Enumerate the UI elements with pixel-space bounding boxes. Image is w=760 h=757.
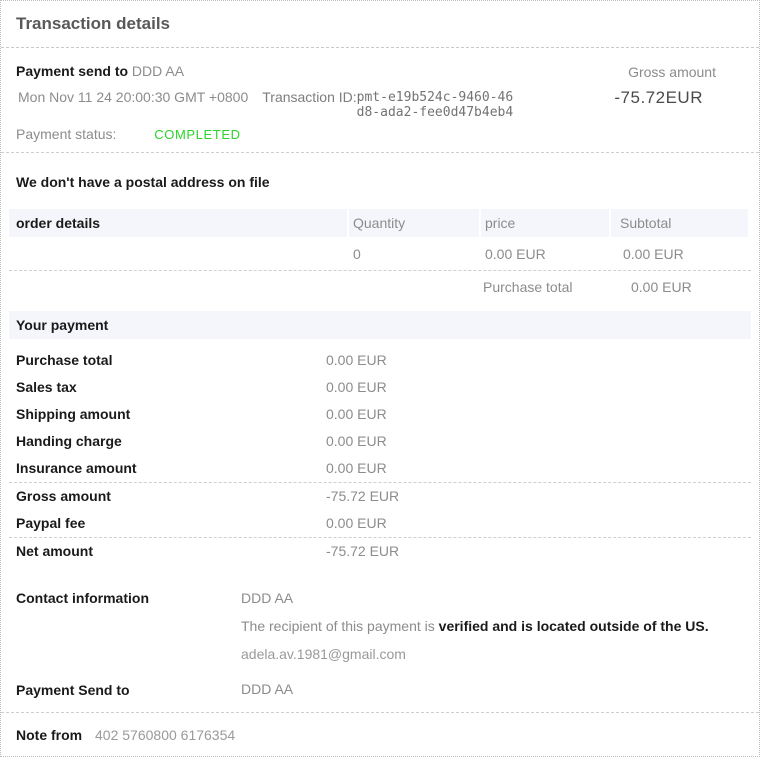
contact-information-details: DDD AA The recipient of this payment is …: [241, 589, 744, 664]
row-value: 0.00 EUR: [326, 379, 387, 395]
order-subtotal-cell: 0.00 EUR: [623, 246, 684, 262]
transaction-id-label: Transaction ID:: [262, 89, 357, 105]
order-table-header: order details Quantity price Subtotal: [9, 209, 751, 237]
order-table-row: 0 0.00 EUR 0.00 EUR: [9, 237, 751, 271]
payment-row-handing-charge: Handing charge 0.00 EUR: [9, 428, 751, 455]
row-value: 0.00 EUR: [326, 406, 387, 422]
row-label: Shipping amount: [16, 406, 131, 422]
note-from-section: Note from 402 5760800 6176354: [1, 712, 759, 756]
row-label: Handing charge: [16, 433, 122, 449]
payment-send-to-line: Payment send to DDD AA: [16, 62, 744, 81]
order-quantity-cell: 0: [353, 246, 361, 262]
row-value: -75.72 EUR: [326, 543, 400, 559]
order-price-cell: 0.00 EUR: [485, 246, 546, 262]
date-transaction-line: Mon Nov 11 24 20:00:30 GMT +0800 Transac…: [16, 88, 744, 120]
payment-row-net-amount: Net amount -75.72 EUR: [9, 538, 751, 565]
order-details-header: order details: [9, 209, 347, 237]
gross-amount-block: Gross amount -75.72EUR: [614, 63, 716, 108]
row-value: 0.00 EUR: [326, 515, 387, 531]
note-from-value: 402 5760800 6176354: [95, 727, 236, 743]
payment-row-sales-tax: Sales tax 0.00 EUR: [9, 374, 751, 401]
payment-row-insurance-amount: Insurance amount 0.00 EUR: [9, 455, 751, 482]
contact-email: adela.av.1981@gmail.com: [241, 646, 406, 662]
payment-row-paypal-fee: Paypal fee 0.00 EUR: [9, 510, 751, 537]
note-from-label: Note from: [16, 727, 83, 743]
page-title: Transaction details: [16, 14, 170, 33]
payment-send-to-section: Payment Send to DDD AA: [16, 681, 744, 701]
row-label: Paypal fee: [16, 515, 86, 531]
row-label: Sales tax: [16, 379, 77, 395]
payment-send-to-footer-label: Payment Send to: [16, 682, 130, 698]
title-bar: Transaction details: [1, 1, 759, 48]
subtotal-header: Subtotal: [611, 209, 748, 237]
recipient-text-normal: The recipient of this payment is: [241, 618, 439, 634]
payment-row-shipping-amount: Shipping amount 0.00 EUR: [9, 401, 751, 428]
contact-information-label: Contact information: [16, 590, 149, 606]
order-item-cell: [9, 237, 347, 271]
row-value: -75.72 EUR: [326, 488, 400, 504]
your-payment-header: Your payment: [9, 311, 751, 339]
row-value: 0.00 EUR: [326, 352, 387, 368]
payment-row-gross-amount: Gross amount -75.72 EUR: [9, 483, 751, 510]
purchase-total-value: 0.00 EUR: [631, 279, 692, 295]
transaction-id-value: pmt-e19b524c-9460-46d8-ada2-fee0d47b4eb4: [356, 90, 514, 120]
your-payment-list: Purchase total 0.00 EUR Sales tax 0.00 E…: [9, 347, 751, 565]
purchase-total-label: Purchase total: [483, 279, 573, 295]
order-details-table: order details Quantity price Subtotal 0 …: [9, 209, 751, 303]
recipient-verification-text: The recipient of this payment is verifie…: [241, 617, 744, 636]
payment-status-line: Payment status: COMPLETED: [16, 125, 744, 144]
row-value: 0.00 EUR: [326, 433, 387, 449]
row-label: Net amount: [16, 543, 93, 559]
payment-status-value: COMPLETED: [154, 127, 241, 142]
payment-send-to-label: Payment send to: [16, 63, 129, 79]
row-label: Gross amount: [16, 488, 111, 504]
contact-name: DDD AA: [241, 590, 294, 606]
contact-information-section: Contact information DDD AA The recipient…: [16, 589, 744, 664]
divider: [9, 482, 751, 483]
payment-row-purchase-total: Purchase total 0.00 EUR: [9, 347, 751, 374]
row-label: Insurance amount: [16, 460, 137, 476]
payment-send-to-value: DDD AA: [131, 63, 185, 79]
gross-amount-label: Gross amount: [628, 64, 716, 80]
row-value: 0.00 EUR: [326, 460, 387, 476]
quantity-header: Quantity: [349, 209, 479, 237]
payment-send-to-footer-value: DDD AA: [241, 681, 294, 697]
gross-amount-value: -75.72EUR: [614, 88, 703, 107]
divider: [9, 537, 751, 538]
transaction-date: Mon Nov 11 24 20:00:30 GMT +0800: [18, 89, 249, 105]
payment-status-label: Payment status:: [16, 126, 117, 142]
recipient-text-bold: verified and is located outside of the U…: [438, 618, 709, 634]
row-label: Purchase total: [16, 352, 113, 368]
purchase-total-row: Purchase total 0.00 EUR: [9, 271, 751, 303]
payment-summary-section: Payment send to DDD AA Mon Nov 11 24 20:…: [1, 48, 759, 153]
postal-address-notice: We don't have a postal address on file: [16, 174, 270, 190]
price-header: price: [481, 209, 609, 237]
